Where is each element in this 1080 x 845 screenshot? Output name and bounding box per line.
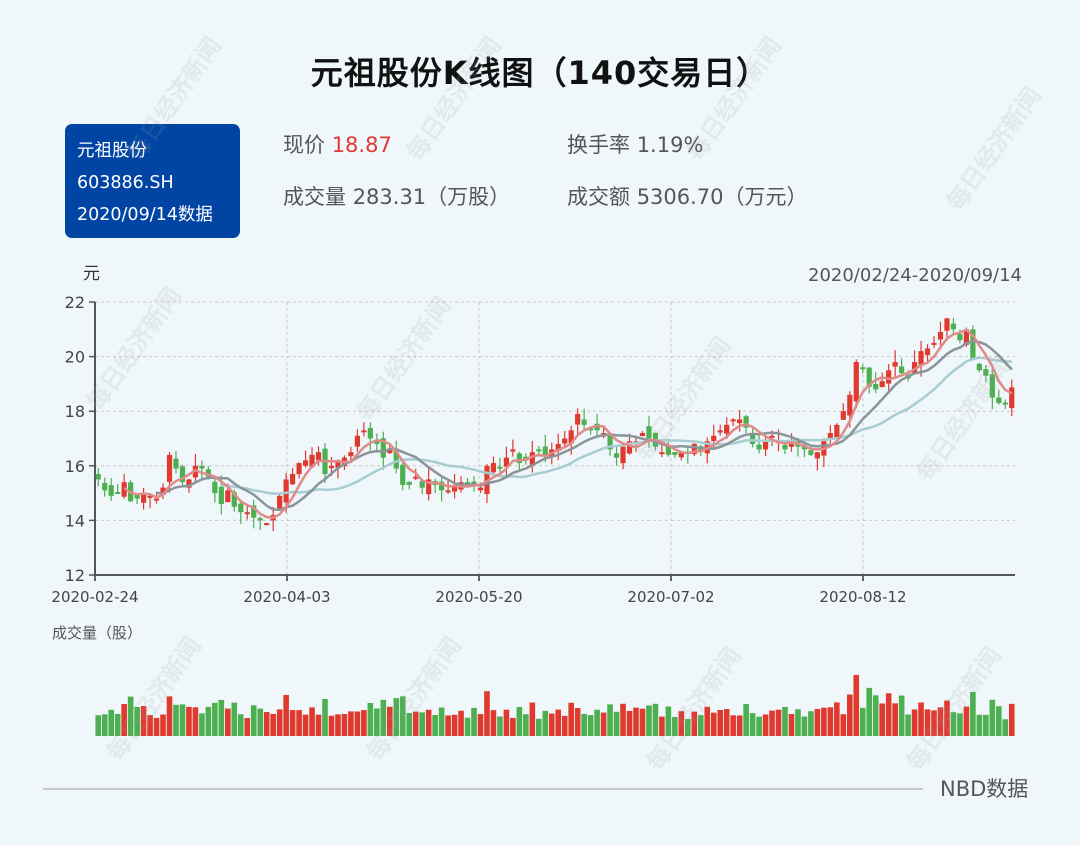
chart-title: 元祖股份K线图（140交易日） [310,54,770,92]
x-tick-label: 2020-04-03 [243,588,330,606]
date-range: 2020/02/24-2020/09/14 [808,265,1022,286]
footer-source: NBD数据 [940,777,1029,801]
turnover-value: 1.19% [636,133,704,157]
y-tick-label: 14 [65,511,85,530]
price-label: 现价 [283,133,325,157]
price-value: 18.87 [331,133,392,157]
x-tick-label: 2020-08-12 [819,588,906,606]
stat-turnover: 换手率 1.19% [567,129,703,159]
amount-label: 成交额 [567,185,630,209]
stock-code: 603886.SH [77,173,174,193]
x-tick-label: 2020-05-20 [435,588,522,606]
stat-amount: 成交额 5306.70（万元） [567,181,808,211]
y-tick-label: 22 [65,293,85,312]
stock-name: 元祖股份 [77,141,147,161]
data-date: 2020/09/14数据 [77,205,213,225]
x-tick-label: 2020-07-02 [627,588,714,606]
stat-price: 现价 18.87 [283,129,392,159]
stat-volume: 成交量 283.31（万股） [283,181,510,211]
volume-label: 成交量 [283,185,346,209]
stock-badge: 元祖股份 603886.SH 2020/09/14数据 [65,124,240,238]
amount-value: 5306.70（万元） [636,185,808,209]
y-tick-label: 12 [65,566,85,585]
y-tick-label: 18 [65,402,85,421]
footer-divider [43,788,923,790]
y-axis-unit: 元 [83,264,100,284]
volume-value: 283.31（万股） [352,185,511,209]
volume-panel-label: 成交量（股） [52,624,143,642]
x-tick-label: 2020-02-24 [51,588,138,606]
turnover-label: 换手率 [567,133,630,157]
y-tick-label: 20 [65,348,85,367]
y-tick-label: 16 [65,457,85,476]
